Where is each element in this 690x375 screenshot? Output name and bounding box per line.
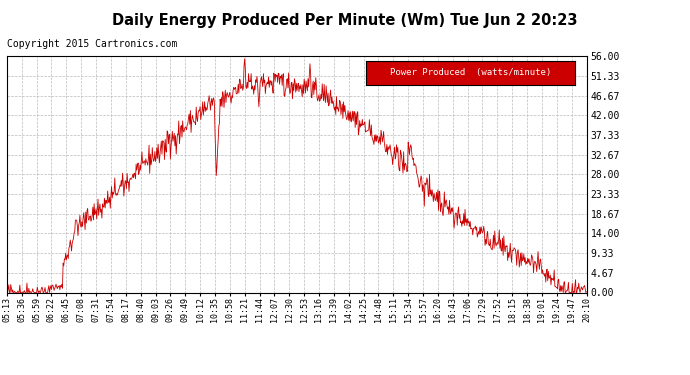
Text: Daily Energy Produced Per Minute (Wm) Tue Jun 2 20:23: Daily Energy Produced Per Minute (Wm) Tu… bbox=[112, 13, 578, 28]
Text: Copyright 2015 Cartronics.com: Copyright 2015 Cartronics.com bbox=[7, 39, 177, 50]
